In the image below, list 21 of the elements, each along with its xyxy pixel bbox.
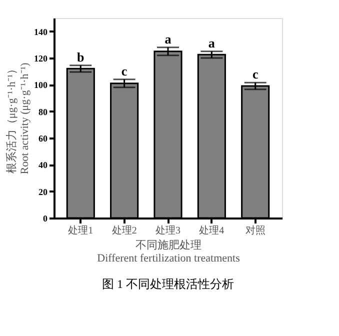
y-tick-label: 120 (34, 54, 48, 64)
y-axis-title: 根系活力（μg·g⁻¹·h⁻¹） Root activity (μg·g⁻¹·h⁻¹) (5, 62, 31, 174)
y-tick-label: 20 (38, 186, 48, 197)
annotation: c (121, 63, 128, 78)
annotation: a (164, 31, 172, 46)
annotation: b (77, 49, 84, 64)
x-tick-label: 处理3 (156, 224, 180, 236)
x-axis-title: 不同施肥处理 Different fertilization treatments (97, 238, 240, 264)
annotation: a (208, 35, 216, 50)
annotation: c (252, 66, 258, 82)
y-tick-label: 100 (34, 80, 48, 90)
x-tick-label: 处理4 (199, 224, 224, 236)
y-tick-label: 0 (43, 214, 48, 224)
y-tick-label: 40 (38, 160, 48, 170)
x-tick-label: 处理2 (112, 224, 137, 236)
x-tick-label: 对照 (245, 224, 266, 236)
y-tick-label: 80 (38, 106, 48, 117)
x-tick-label: 处理1 (68, 224, 94, 236)
y-tick-label: 60 (38, 134, 48, 144)
caption: 图 1 不同处理根活性分析 (102, 277, 234, 291)
y-tick-label: 140 (34, 26, 48, 37)
